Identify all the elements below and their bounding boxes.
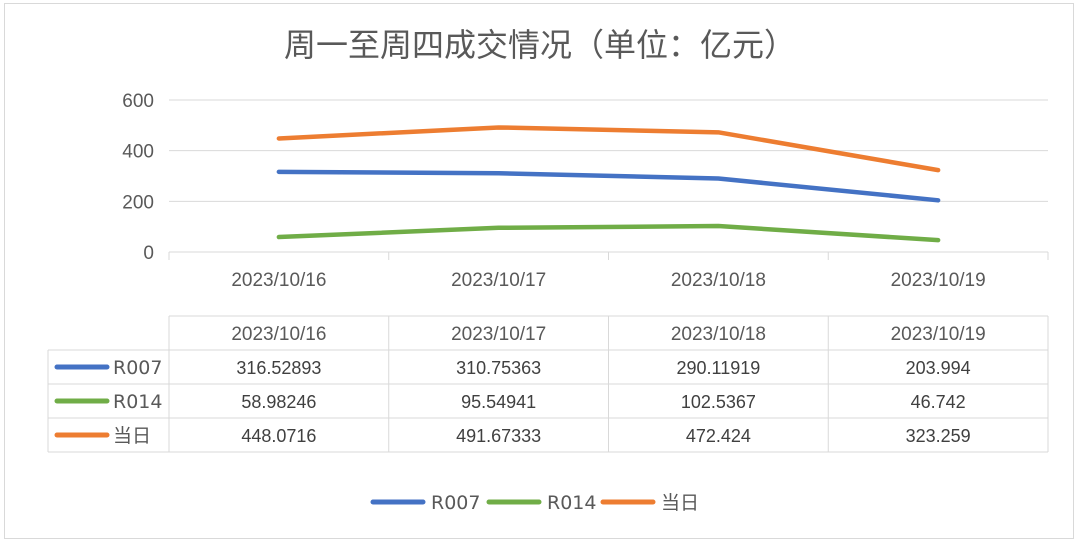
y-tick-label: 600: [122, 91, 154, 112]
legend: R007 R014 当日: [370, 492, 699, 514]
table-row-label: R014: [113, 391, 162, 413]
series-lines: [276, 125, 941, 243]
table-header-cell: 2023/10/19: [891, 324, 986, 345]
table-cell: 46.742: [911, 392, 966, 412]
x-axis: 2023/10/16 2023/10/17 2023/10/18 2023/10/19: [168, 252, 1049, 291]
x-tick-label: 2023/10/16: [231, 270, 326, 291]
table-cell: 102.5367: [681, 392, 756, 412]
chart-title: 周一至周四成交情况（单位：亿元）: [283, 26, 796, 64]
x-tick-label: 2023/10/17: [451, 270, 546, 291]
series-line-R007: [276, 169, 941, 203]
chart-frame: [4, 3, 1074, 539]
data-table: 2023/10/16 2023/10/17 2023/10/18 2023/10/19…: [47, 315, 1049, 453]
table-cell: 310.75363: [456, 358, 541, 378]
table-cell: 58.98246: [241, 392, 316, 412]
table-row-label: 当日: [113, 425, 151, 447]
y-tick-label: 0: [143, 243, 154, 264]
y-axis: 0 200 400 600: [122, 91, 154, 264]
table-row-label: R007: [113, 357, 162, 379]
series-line-R014: [276, 223, 941, 243]
table-cell: 323.259: [906, 426, 971, 446]
table-header-cell: 2023/10/18: [671, 324, 766, 345]
y-tick-label: 400: [122, 142, 154, 163]
x-tick-label: 2023/10/19: [891, 270, 986, 291]
legend-label: R007: [431, 492, 480, 514]
legend-label: 当日: [661, 492, 699, 514]
table-cell: 316.52893: [236, 358, 321, 378]
table-cell: 448.0716: [241, 426, 316, 446]
table-cell: 491.67333: [456, 426, 541, 446]
y-tick-label: 200: [122, 192, 154, 213]
x-tick-label: 2023/10/18: [671, 270, 766, 291]
table-header-cell: 2023/10/17: [451, 324, 546, 345]
table-cell: 472.424: [686, 426, 751, 446]
table-header-cell: 2023/10/16: [231, 324, 326, 345]
legend-label: R014: [547, 492, 596, 514]
table-cell: 290.11919: [676, 358, 760, 378]
table-cell: 95.54941: [461, 392, 536, 412]
series-line-当日: [276, 125, 941, 173]
table-cell: 203.994: [906, 358, 971, 378]
